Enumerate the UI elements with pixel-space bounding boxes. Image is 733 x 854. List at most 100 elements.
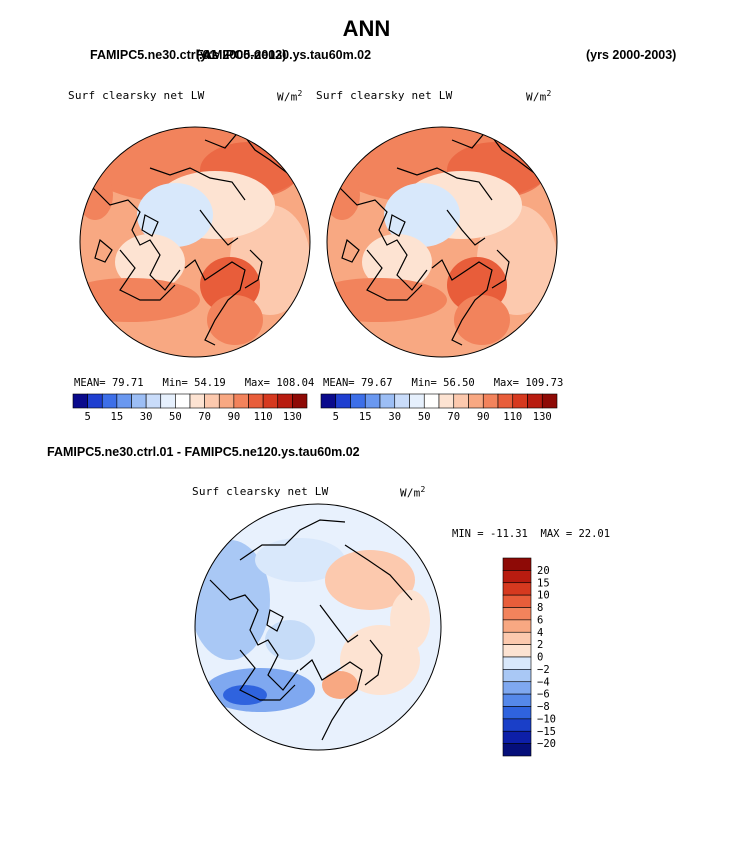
colorbar-1-tick-label: 30 (140, 411, 153, 423)
colorbar-2-tick-label: 5 (333, 411, 339, 423)
colorbar-1-tick-label: 90 (228, 411, 241, 423)
case-right-label: FAMIPC5.ne120.ys.tau60m.02 (196, 48, 372, 62)
panel3-min-label: MIN = (452, 528, 484, 540)
colorbar-3-swatch (502, 570, 532, 584)
colorbar-1-tick-label: 130 (283, 411, 302, 423)
colorbar-2-swatch (335, 393, 351, 409)
colorbar-2-swatch (527, 393, 543, 409)
panel2-mean-label: MEAN= (323, 377, 355, 389)
colorbar-3-swatch (502, 644, 532, 658)
colorbar-3-swatch (502, 594, 532, 608)
colorbar-2-tick-label: 90 (477, 411, 490, 423)
case-right-years: (yrs 2000-2003) (586, 48, 677, 62)
colorbar-3-swatch (502, 681, 532, 695)
panel3-max: 22.01 (578, 528, 611, 540)
colorbar-1-tick-label: 50 (169, 411, 182, 423)
panel2-min: 56.50 (443, 377, 475, 389)
colorbar-2-swatch (409, 393, 425, 409)
colorbar-2-tick-label: 130 (533, 411, 552, 423)
colorbar-1-swatch (233, 393, 249, 409)
colorbar-3-swatch (502, 718, 532, 732)
colorbar-3-swatch (502, 631, 532, 645)
colorbar-2-swatch (364, 393, 381, 409)
colorbar-2-tick-label: 110 (503, 411, 522, 423)
colorbar-3-swatch (502, 607, 532, 621)
case-left-label: FAMIPC5.ne30.ctrl.01 (90, 48, 217, 62)
colorbar-2-swatch (379, 393, 396, 409)
colorbar-1-swatch (204, 393, 220, 409)
colorbar-2-tick-label: 30 (388, 411, 401, 423)
colorbar-3-tick-label: 2 (537, 639, 543, 651)
colorbar-3-tick-label: −4 (537, 676, 550, 688)
colorbar-1-swatch (292, 393, 308, 409)
colorbar-3-tick-label: −6 (537, 689, 550, 701)
colorbar-1-swatch (277, 393, 293, 409)
colorbar-3-tick-label: 0 (537, 652, 543, 664)
page-title: ANN (342, 16, 391, 41)
colorbar-1-swatch (175, 393, 191, 409)
colorbar-1-tick-label: 110 (254, 411, 273, 423)
diff-title: FAMIPC5.ne30.ctrl.01 - FAMIPC5.ne120.ys.… (47, 445, 360, 459)
colorbar-2-swatch (541, 393, 558, 409)
colorbar-2-tick-label: 15 (359, 411, 372, 423)
colorbar-3-tick-label: −8 (537, 701, 550, 713)
panel1-stats: MEAN= 79.71 Min= 54.19 Max= 108.04 (74, 377, 314, 389)
colorbar-3-tick-label: 15 (537, 577, 550, 589)
panel2-mean: 79.67 (360, 377, 393, 389)
colorbar-3-swatch (502, 619, 532, 633)
panel3-units: W/m2 (400, 485, 426, 500)
colorbar-3-swatch (502, 743, 532, 757)
colorbar-2-swatch (350, 393, 366, 409)
panel1-max: 108.04 (276, 377, 315, 389)
panel1-title: Surf clearsky net LW (68, 89, 205, 102)
panel2-max: 109.73 (525, 377, 564, 389)
colorbar-1-tick-label: 70 (198, 411, 211, 423)
panel1-min: 54.19 (194, 377, 226, 389)
case-left-years: (yrs 2000-2003) (196, 48, 287, 62)
map-panel-2 (326, 126, 558, 358)
colorbar-1-swatch (262, 393, 279, 409)
colorbar-1-swatch (116, 393, 132, 409)
colorbar-3-tick-label: 4 (537, 627, 543, 639)
colorbar-1-swatch (160, 393, 176, 409)
panel3-max-label: MAX = (540, 528, 573, 540)
colorbar-3-tick-label: −20 (537, 738, 556, 750)
colorbar-3-swatch (502, 706, 532, 720)
panel2-min-label: Min= (411, 377, 437, 389)
colorbar-2-tick-label: 50 (418, 411, 431, 423)
panel1-mean: 79.71 (111, 377, 144, 389)
colorbar-2-swatch (512, 393, 528, 409)
colorbar-3-tick-label: 6 (537, 614, 543, 626)
panel3-min: -11.31 (489, 528, 528, 540)
colorbar-1-swatch (131, 393, 147, 409)
colorbar-3-tick-label: −10 (537, 713, 556, 725)
colorbar-1: 5 15 30 50 70 90 110 130 (72, 393, 308, 423)
colorbar-1-swatch (72, 393, 88, 409)
colorbar-1-tick-label: 15 (111, 411, 124, 423)
map-panel-3 (194, 503, 442, 751)
panel2-units: W/m2 (526, 89, 552, 104)
colorbar-3-swatch (502, 557, 532, 571)
colorbar-3-swatch (502, 730, 532, 744)
colorbar-1-swatch (248, 393, 264, 409)
colorbar-3-tick-label: 10 (537, 590, 550, 602)
panel1-max-label: Max= (244, 377, 271, 389)
panel3-title: Surf clearsky net LW (192, 485, 329, 498)
colorbar-3-swatch (502, 582, 532, 596)
colorbar-2-tick-label: 70 (447, 411, 460, 423)
map-panel-1 (79, 126, 311, 358)
colorbar-1-swatch (189, 393, 205, 409)
panel2-stats: MEAN= 79.67 Min= 56.50 Max= 109.73 (323, 377, 563, 389)
colorbar-2-swatch (438, 393, 455, 409)
colorbar-1-swatch (87, 393, 103, 409)
panel1-units: W/m2 (277, 89, 303, 104)
colorbar-2-swatch (394, 393, 410, 409)
colorbar-3-tick-label: −15 (537, 726, 556, 738)
colorbar-2-swatch (468, 393, 484, 409)
panel1-mean-label: MEAN= (74, 377, 106, 389)
colorbar-2-swatch (482, 393, 499, 409)
panel1-min-label: Min= (162, 377, 188, 389)
colorbar-1-swatch (218, 393, 235, 409)
